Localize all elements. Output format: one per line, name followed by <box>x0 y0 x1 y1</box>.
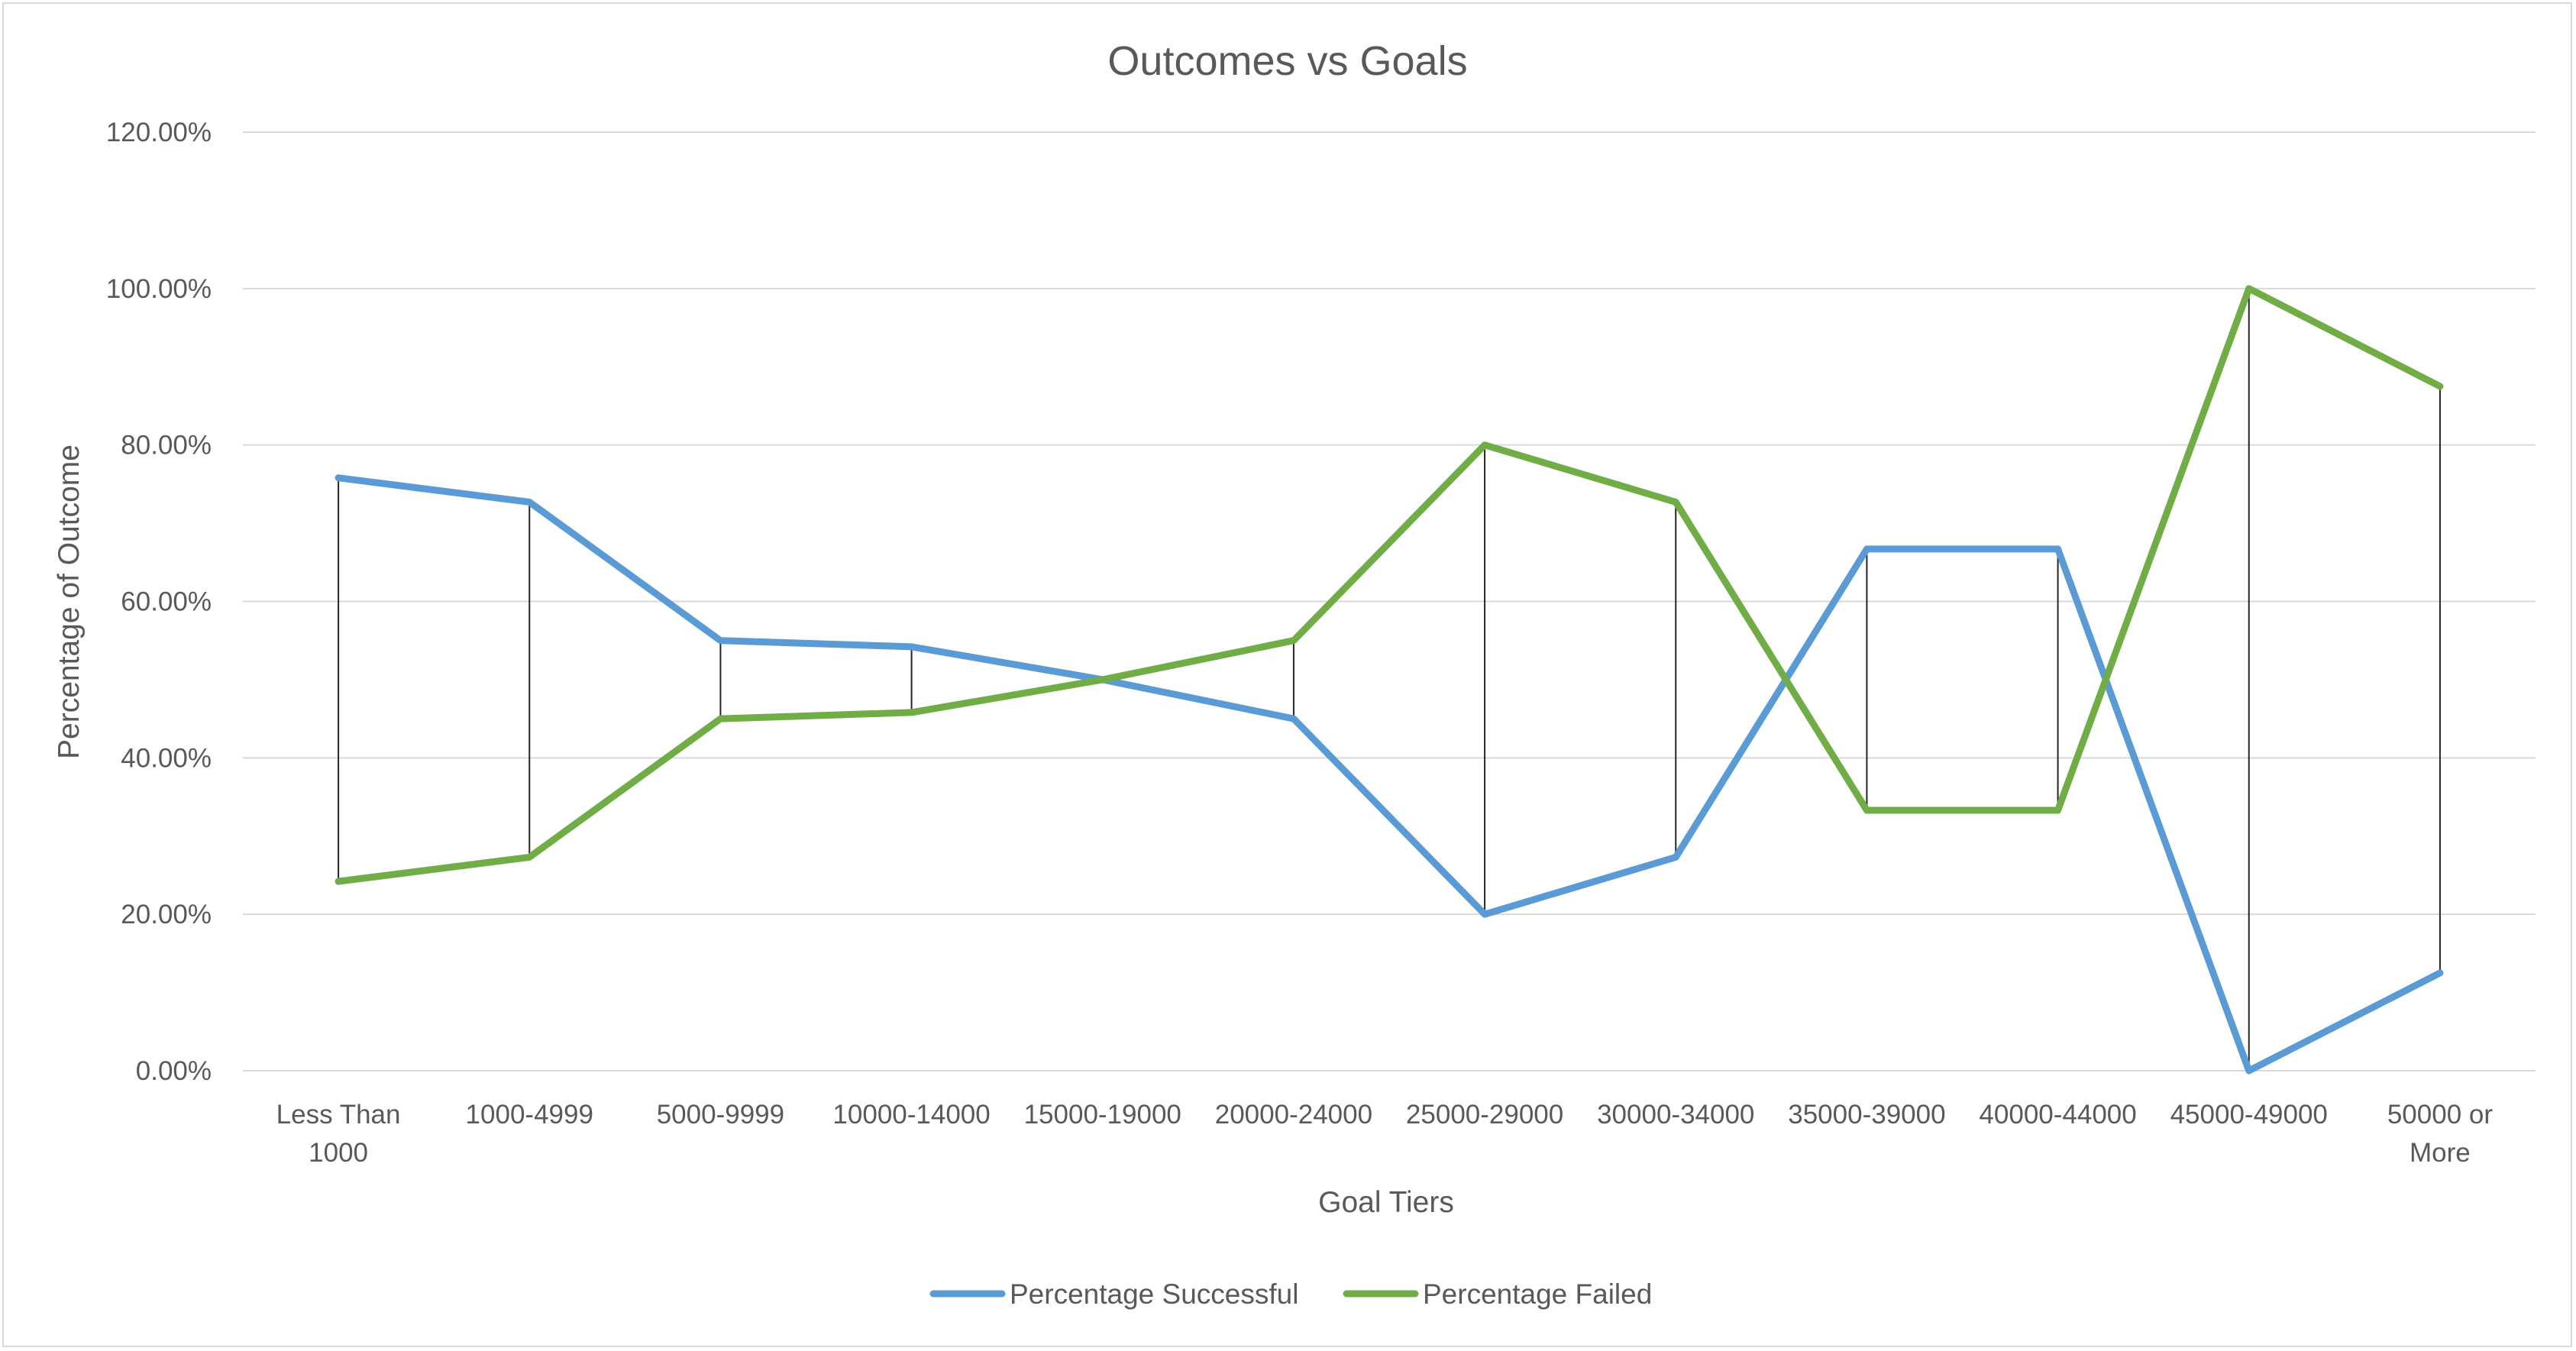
x-tick-label: 15000-19000 <box>1024 1100 1181 1130</box>
legend-label: Percentage Successful <box>1010 1278 1298 1310</box>
x-axis-title: Goal Tiers <box>1318 1186 1454 1219</box>
x-tick-label: 20000-24000 <box>1215 1100 1372 1130</box>
x-tick-label: 1000-4999 <box>466 1100 593 1130</box>
high-low-lines <box>338 288 2441 1071</box>
y-tick-label: 80.00% <box>121 431 212 461</box>
gridlines <box>243 131 2536 1071</box>
y-tick-label: 20.00% <box>121 900 212 929</box>
y-tick-label: 0.00% <box>136 1056 212 1086</box>
y-tick-label: 120.00% <box>106 118 212 147</box>
x-tick-label: 25000-29000 <box>1406 1100 1563 1130</box>
y-tick-label: 40.00% <box>121 743 212 773</box>
x-tick-label: Less Than 1000 <box>276 1100 401 1168</box>
x-tick-label: 30000-34000 <box>1597 1100 1754 1130</box>
x-tick-label: 10000-14000 <box>832 1100 990 1130</box>
series-line-successful <box>335 474 2444 1075</box>
x-tick-label: 35000-39000 <box>1788 1100 1945 1130</box>
legend-label: Percentage Failed <box>1423 1278 1652 1310</box>
x-tick-label: 40000-44000 <box>1979 1100 2136 1130</box>
chart-title: Outcomes vs Goals <box>1107 38 1467 84</box>
series-line-failed <box>335 285 2444 885</box>
y-tick-label: 100.00% <box>106 274 212 304</box>
x-tick-label: 5000-9999 <box>657 1100 784 1130</box>
x-tick-label: 45000-49000 <box>2170 1100 2328 1130</box>
y-tick-label: 60.00% <box>121 587 212 617</box>
x-axis-ticks: Less Than 1000 1000-4999 5000-9999 10000-140… <box>276 1100 2494 1168</box>
y-axis-ticks: 0.00% 20.00% 40.00% 60.00% 80.00% 100.00% 120.… <box>106 118 212 1086</box>
x-tick-label: 50000 or More <box>2387 1100 2494 1168</box>
y-axis-title: Percentage of Outcome <box>53 444 86 759</box>
legend: Percentage Successful Percentage Failed <box>929 1278 1652 1310</box>
series-lines <box>335 285 2444 1075</box>
